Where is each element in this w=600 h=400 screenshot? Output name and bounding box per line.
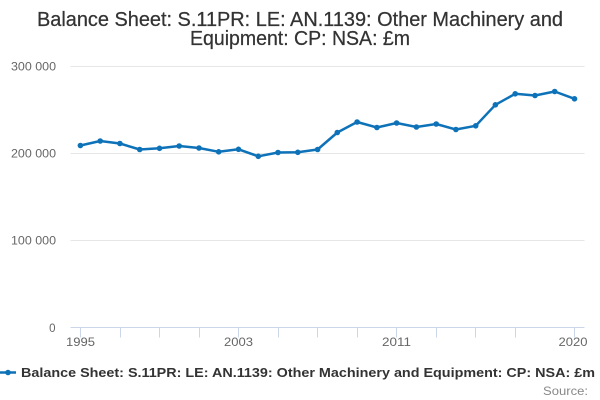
svg-text:Balance Sheet: S.11PR: LE: AN.: Balance Sheet: S.11PR: LE: AN.1139: Othe… (37, 8, 563, 31)
svg-text:100 000: 100 000 (11, 236, 56, 248)
svg-text:1995: 1995 (66, 337, 95, 349)
svg-text:300 000: 300 000 (11, 62, 56, 74)
svg-text:2011: 2011 (382, 337, 411, 349)
svg-text:200 000: 200 000 (11, 149, 56, 161)
svg-text:0: 0 (49, 323, 55, 335)
svg-text:Equipment: CP: NSA: £m: Equipment: CP: NSA: £m (190, 27, 410, 50)
svg-text:2003: 2003 (224, 337, 253, 349)
svg-text:Source:: Source: (543, 384, 588, 398)
svg-text:2020: 2020 (559, 337, 588, 349)
svg-text:Balance Sheet: S.11PR: LE: AN.: Balance Sheet: S.11PR: LE: AN.1139: Othe… (21, 366, 595, 380)
